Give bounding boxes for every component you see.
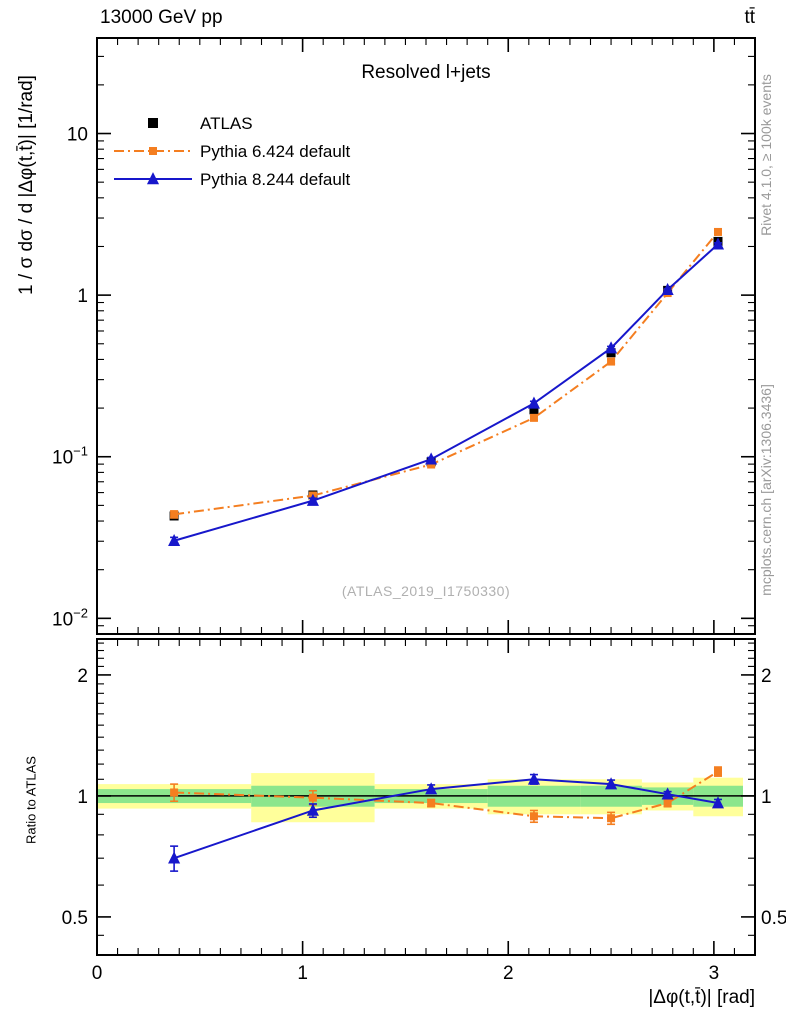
panel-frames <box>96 37 756 956</box>
y-tick-label-ratio-right: 0.5 <box>761 908 786 929</box>
y-axis-title-ratio: Ratio to ATLAS <box>23 756 39 844</box>
data-marker <box>168 851 181 864</box>
x-tick-label: 0 <box>92 963 103 984</box>
plot-title: Resolved l+jets <box>361 62 491 83</box>
axis-ticks <box>96 38 756 955</box>
y-tick-label-ratio-left: 0.5 <box>62 908 88 929</box>
data-marker <box>605 777 618 790</box>
data-marker <box>308 793 317 802</box>
y-tick-label-main: 10−2 <box>52 605 88 630</box>
data-marker <box>149 147 157 155</box>
x-tick-label: 2 <box>503 963 514 984</box>
legend-label: Pythia 6.424 default <box>200 142 351 161</box>
y-axis-title-main: 1 / σ dσ / d |Δφ(t,t̄)| [1/rad] <box>16 75 37 295</box>
y-tick-label-ratio-left: 2 <box>77 666 88 687</box>
data-marker <box>425 452 438 465</box>
series-atlas <box>169 236 723 521</box>
y-tick-label-ratio-left: 1 <box>77 787 88 808</box>
data-marker <box>663 799 672 808</box>
ratio-uncertainty-bands <box>97 773 755 823</box>
main-panel-border <box>96 37 756 635</box>
series-pythia-6-424-default <box>170 227 722 826</box>
data-marker <box>713 227 722 236</box>
axis-tick-labels: 0 1 2 3 10 1 10−1 10−2 2 2 1 1 0.5 0.5 <box>52 125 786 984</box>
data-marker <box>425 782 438 795</box>
legend-label: Pythia 8.244 default <box>200 170 351 189</box>
data-marker <box>527 396 541 409</box>
data-marker <box>607 814 616 823</box>
data-marker <box>661 787 674 800</box>
y-tick-label-ratio-right: 2 <box>761 666 772 687</box>
data-marker <box>529 812 538 821</box>
data-marker <box>661 282 674 296</box>
y-tick-label-main: 10−1 <box>52 444 88 469</box>
data-marker <box>711 237 725 250</box>
data-marker <box>527 772 541 785</box>
data-marker <box>168 533 181 547</box>
x-tick-label: 1 <box>297 963 308 984</box>
data-marker <box>529 405 539 415</box>
data-marker <box>713 767 722 776</box>
data-marker <box>306 493 319 506</box>
x-tick-label: 3 <box>709 963 720 984</box>
data-marker <box>146 172 160 185</box>
legend-label: ATLAS <box>200 114 253 133</box>
header-beam-energy: 13000 GeV pp <box>100 7 223 28</box>
data-marker <box>170 510 179 519</box>
y-tick-label-ratio-right: 1 <box>761 787 772 808</box>
data-marker <box>170 788 179 797</box>
data-marker <box>607 357 616 366</box>
data-marker <box>148 118 158 128</box>
data-marker <box>427 799 436 808</box>
mcplots-reference-text: mcplots.cern.ch [arXiv:1306.3436] <box>758 384 774 596</box>
header-process: tt̄ <box>744 7 755 28</box>
x-axis-title: |Δφ(t,t̄)| [rad] <box>648 987 755 1008</box>
data-marker <box>306 803 319 816</box>
rivet-version-text: Rivet 4.1.0, ≥ 100k events <box>758 74 774 236</box>
data-marker <box>711 796 725 809</box>
data-marker <box>605 341 618 354</box>
data-marker <box>427 460 436 469</box>
y-tick-label-main: 10 <box>67 125 88 146</box>
data-marker <box>529 413 538 422</box>
series-pythia-8-244-default <box>168 237 725 872</box>
legend: ATLAS Pythia 6.424 default Pythia 8.244 de… <box>114 114 351 189</box>
analysis-watermark: (ATLAS_2019_I1750330) <box>341 583 511 599</box>
y-tick-label-main: 1 <box>77 286 88 307</box>
